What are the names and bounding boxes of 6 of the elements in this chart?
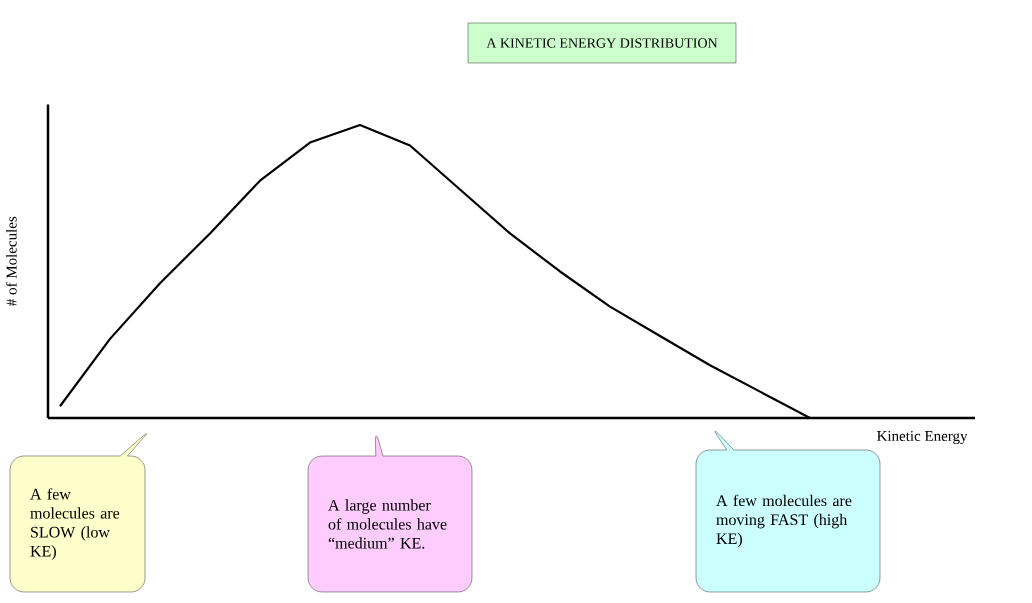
y-axis-title: # of Molecules [5, 216, 17, 306]
text: A large number of molecules have “medium” KE. [328, 499, 447, 549]
chart-title: A KINETIC ENERGY DISTRIBUTION [486, 38, 718, 48]
x-axis-title: Kinetic Energy [877, 430, 968, 445]
text: A few molecules are moving FAST (high KE) [716, 494, 852, 548]
text: A few molecules are SLOW (low KE) [30, 488, 120, 560]
